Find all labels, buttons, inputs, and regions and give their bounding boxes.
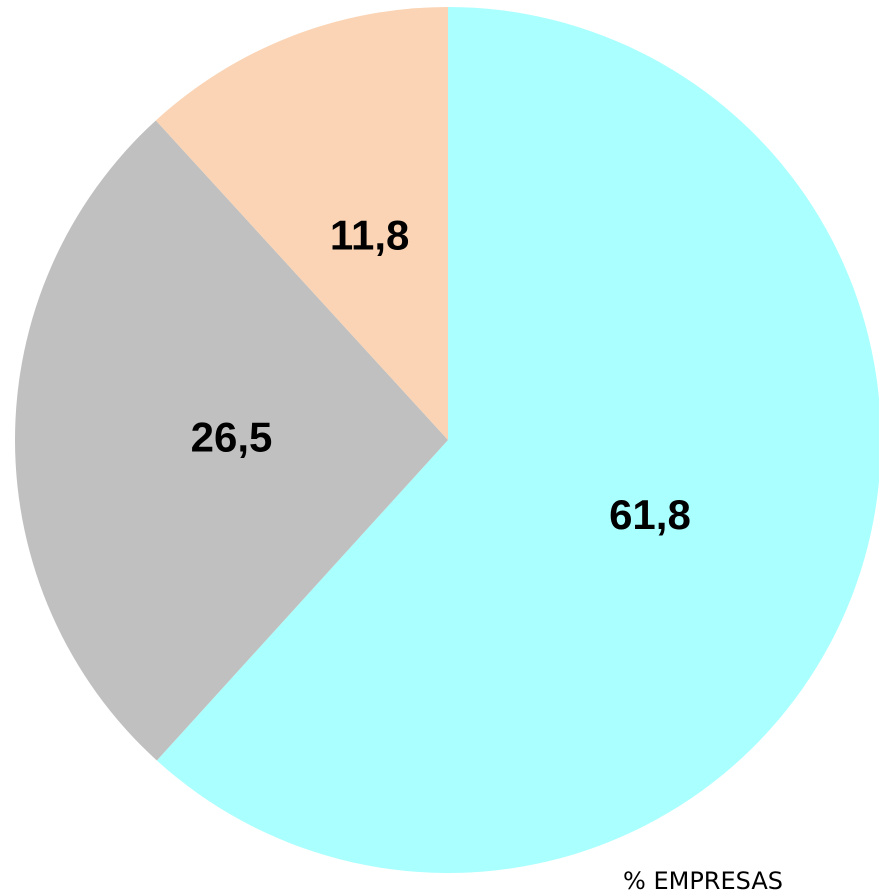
data-label: 26,5 <box>191 413 273 460</box>
data-label: 61,8 <box>609 491 691 538</box>
pie-slice <box>14 120 448 761</box>
chart-title: % EMPRESAS <box>623 867 783 895</box>
pie-slice <box>156 7 879 873</box>
pie-slice <box>155 7 448 440</box>
data-label: 11,8 <box>330 211 409 258</box>
